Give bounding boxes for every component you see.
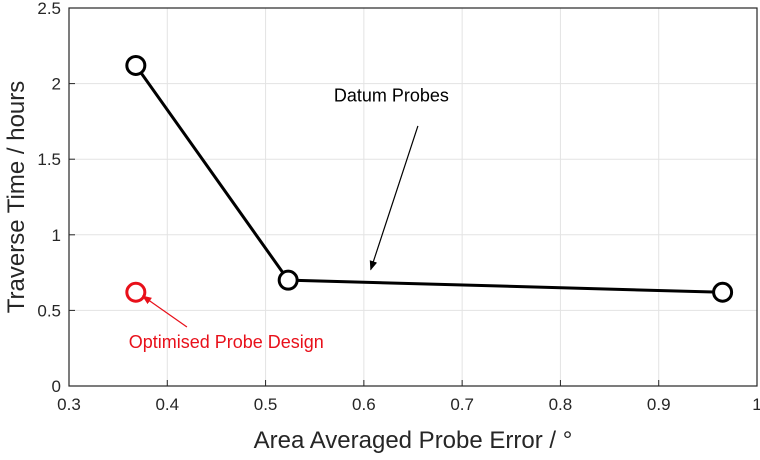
x-tick-label: 1 <box>752 395 760 414</box>
y-axis: 0 0.5 1 1.5 2 2.5 <box>37 0 75 396</box>
x-axis: 0.3 0.4 0.5 0.6 0.7 0.8 0.9 1 <box>57 380 760 414</box>
data-point-datum <box>712 281 734 303</box>
y-tick-label: 2 <box>52 75 61 94</box>
x-tick-label: 0.5 <box>254 395 278 414</box>
y-tick-label: 1 <box>52 226 61 245</box>
data-point-datum <box>277 269 299 291</box>
y-axis-title: Traverse Time / hours <box>3 81 30 314</box>
grid-lines <box>69 8 757 386</box>
x-tick-label: 0.6 <box>352 395 376 414</box>
annotation-layer: Datum Probes Optimised Probe Design <box>129 86 449 352</box>
y-tick-label: 1.5 <box>37 150 61 169</box>
y-tick-label: 2.5 <box>37 0 61 18</box>
x-axis-title: Area Averaged Probe Error / ° <box>254 427 573 454</box>
annotation-label: Optimised Probe Design <box>129 332 324 352</box>
plot-frame <box>68 7 758 387</box>
data-point-optimised <box>125 281 147 303</box>
annotation-arrow <box>369 125 419 271</box>
x-tick-label: 0.4 <box>155 395 179 414</box>
x-tick-label: 0.9 <box>647 395 671 414</box>
data-point-datum <box>125 54 147 76</box>
annotation-arrow <box>141 295 188 328</box>
x-tick-label: 0.3 <box>57 395 81 414</box>
x-tick-label: 0.7 <box>450 395 474 414</box>
plot-area <box>69 8 757 386</box>
x-tick-label: 0.8 <box>549 395 573 414</box>
y-tick-label: 0.5 <box>37 301 61 320</box>
y-tick-label: 0 <box>52 377 61 396</box>
annotation-label: Datum Probes <box>334 86 449 106</box>
series-layer <box>125 54 734 303</box>
